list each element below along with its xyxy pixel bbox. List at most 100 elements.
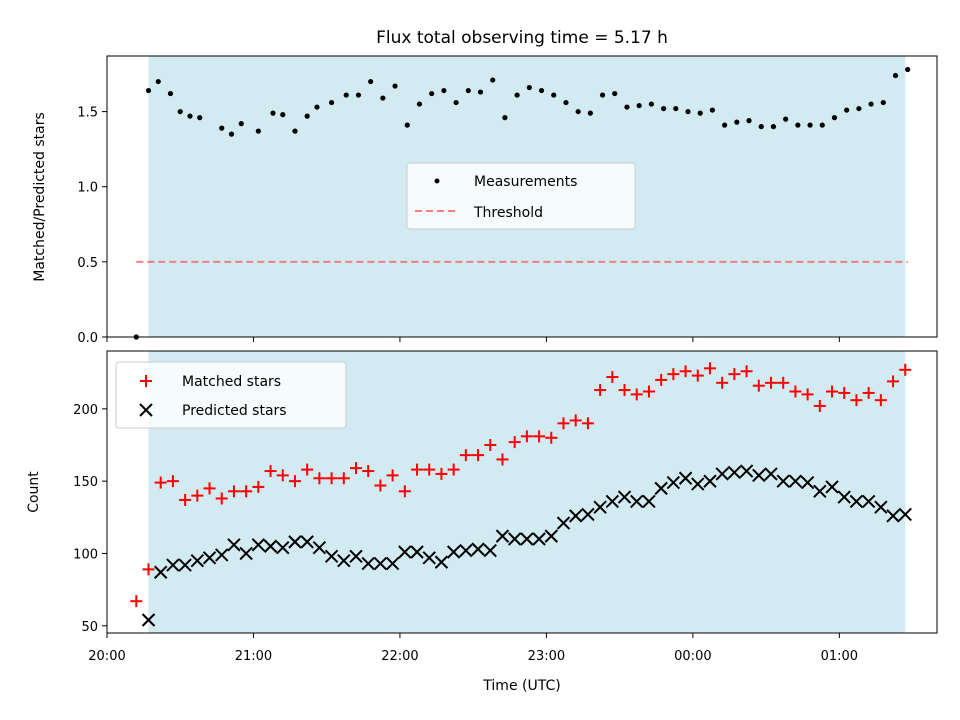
counts-legend: Matched stars Predicted stars [115, 361, 347, 429]
matched-stars-legend-marker [140, 375, 152, 387]
matched-stars-point [374, 479, 387, 492]
matched-stars-point [472, 449, 485, 462]
predicted-stars-point [727, 465, 742, 480]
predicted-stars-point [654, 481, 668, 496]
predicted-stars-point [788, 474, 803, 488]
matched-stars-point [288, 475, 301, 488]
x-tick-label: 20:00 [88, 649, 125, 664]
predicted-stars-point [483, 543, 497, 558]
matched-stars-point [618, 384, 631, 397]
ratio-x-ticks [106, 337, 840, 342]
threshold-legend-label: Threshold [473, 205, 543, 221]
x-tick-label: 23:00 [528, 649, 565, 664]
predicted-stars-point [849, 494, 864, 509]
measurements-point [795, 122, 801, 128]
matched-stars-point [826, 385, 839, 398]
measurements-point [177, 108, 183, 115]
matched-stars-point [337, 472, 350, 485]
predicted-stars-point [703, 474, 717, 488]
ratio-panel-frame [106, 55, 938, 338]
matched-stars-point [496, 453, 509, 466]
matched-stars-point [703, 362, 716, 375]
matched-stars-point [533, 430, 546, 443]
y-tick-label: 0.0 [77, 331, 98, 346]
matched-stars-point [166, 475, 179, 488]
predicted-stars-point [861, 494, 876, 509]
predicted-stars-legend-marker [139, 403, 153, 417]
matched-stars-point [252, 480, 265, 493]
measurements-point [304, 113, 310, 119]
measurements-point [624, 104, 630, 110]
matched-stars-point [447, 463, 460, 476]
matched-stars-point [362, 465, 375, 478]
measurements-point [722, 122, 728, 128]
predicted-stars-point [544, 529, 559, 543]
predicted-stars-point [886, 509, 900, 523]
measurements-point [343, 92, 349, 98]
matched-stars-point [191, 489, 204, 502]
matched-stars-point [557, 417, 570, 430]
predicted-stars-point [776, 474, 790, 488]
measurements-point [648, 101, 654, 107]
measurements-point [167, 90, 174, 97]
predicted-stars-point [532, 532, 546, 546]
measurements-point [355, 92, 362, 98]
x-axis-label: Time (UTC) [482, 678, 560, 694]
matched-stars-point [581, 417, 594, 430]
y-tick-label: 100 [73, 547, 98, 562]
matched-stars-point [801, 388, 814, 401]
measurements-point [612, 90, 618, 97]
predicted-stars-point [410, 545, 424, 559]
predicted-stars-point [398, 545, 412, 559]
measurements-point [685, 108, 691, 115]
measurements-point [219, 125, 225, 131]
measurements-point [477, 89, 484, 95]
predicted-stars-point [507, 532, 522, 546]
measurements-point [575, 108, 581, 115]
matched-stars-point [740, 365, 753, 378]
matched-stars-point [215, 492, 228, 505]
matched-stars-point [777, 376, 790, 389]
measurements-point [880, 99, 886, 106]
measurements-point [892, 72, 899, 79]
matched-stars-point [398, 485, 411, 498]
predicted-stars-point [800, 475, 815, 490]
y-tick-label: 1.0 [77, 181, 98, 196]
matched-stars-point [667, 368, 680, 381]
measurements-point [709, 107, 716, 113]
predicted-stars-point [251, 538, 266, 552]
predicted-stars-point [495, 529, 510, 543]
predicted-stars-point [178, 558, 192, 572]
matched-stars-point [655, 373, 668, 386]
predicted-stars-point [617, 490, 632, 504]
predicted-stars-point [446, 545, 461, 559]
matched-stars-point [728, 368, 741, 381]
top-chart-title: Flux total observing time = 5.17 h [376, 28, 668, 48]
predicted-stars-point [227, 538, 241, 552]
measurements-point [831, 115, 838, 121]
matched-stars-point [179, 493, 192, 506]
predicted-stars-point [288, 535, 302, 549]
measurements-point [844, 107, 850, 113]
measurements-point [404, 122, 410, 128]
counts-y-ticks: 50 100 150 200 [73, 403, 107, 635]
predicted-stars-point [324, 549, 339, 564]
predicted-stars-point [239, 546, 253, 561]
measurements-point [155, 78, 161, 85]
y-tick-label: 150 [73, 475, 98, 490]
predicted-stars-point [166, 558, 180, 572]
measurements-point [453, 99, 459, 106]
measurements-point [819, 122, 825, 128]
measurements-point [255, 128, 261, 134]
matched-stars-point [765, 376, 777, 389]
counts-legend-box [115, 361, 347, 429]
matched-stars-point [142, 563, 155, 576]
measurements-point [429, 90, 435, 97]
x-tick-label: 00:00 [674, 649, 711, 664]
measurements-legend-label: Measurements [474, 174, 577, 190]
measurements-point [292, 128, 298, 134]
counts-y-axis-label: Count [26, 471, 42, 513]
measurements-point [187, 113, 193, 119]
x-tick-label: 21:00 [235, 649, 272, 664]
